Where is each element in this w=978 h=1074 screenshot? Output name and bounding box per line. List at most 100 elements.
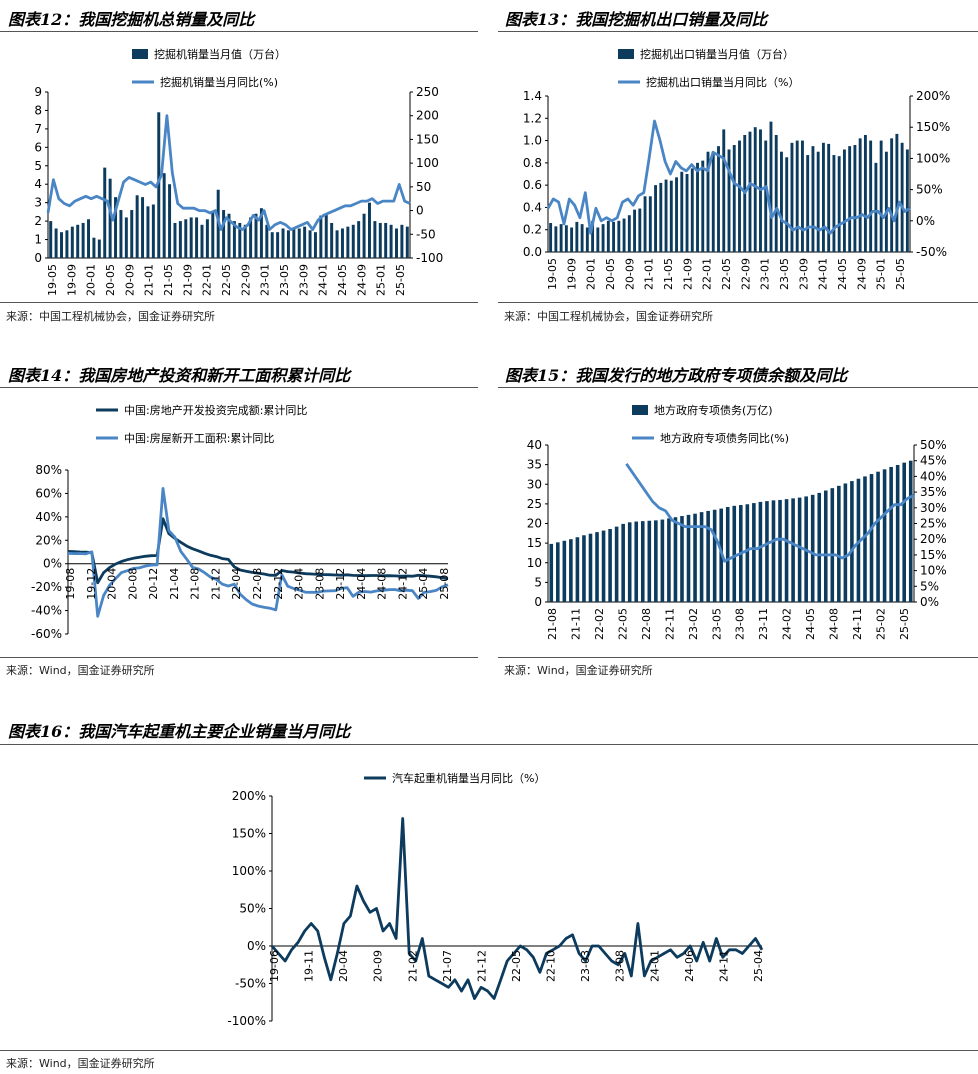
chart15-bar-9 xyxy=(608,528,612,602)
chart13-bar-39 xyxy=(753,127,757,252)
chart15-legend-label-0: 地方政府专项债务(万亿) xyxy=(654,403,773,417)
chart12-legend-label-1: 挖掘机销量当月同比(%) xyxy=(160,75,278,89)
chart14-y-tick-4: 20% xyxy=(35,533,62,547)
chart15-bar-53 xyxy=(895,465,900,602)
chart14-y-tick-6: 60% xyxy=(35,486,62,500)
chart12-bar-10 xyxy=(103,167,107,258)
chart16-y-tick-2: 0% xyxy=(247,939,266,953)
chart-15-bottom-rule xyxy=(498,657,978,658)
chart15-bar-38 xyxy=(797,497,802,602)
chart15-bar-22 xyxy=(693,513,697,602)
chart12-x-tick-12: 23-05 xyxy=(278,264,291,296)
chart15-bar-12 xyxy=(627,522,632,602)
chart13-bar-29 xyxy=(701,160,705,252)
chart15-bar-43 xyxy=(830,488,835,602)
chart12-bar-3 xyxy=(65,230,69,258)
chart12-bar-40 xyxy=(265,224,269,258)
chart12-x-tick-14: 24-01 xyxy=(317,264,330,296)
chart16-y-tick-3: 50% xyxy=(239,902,266,916)
chart15-bar-19 xyxy=(673,517,678,602)
chart13-bar-5 xyxy=(575,221,579,252)
chart12-bar-53 xyxy=(335,230,339,258)
chart12-bar-15 xyxy=(130,210,134,258)
chart-12-bottom-rule xyxy=(0,302,478,303)
chart12-x-tick-3: 20-05 xyxy=(104,264,117,296)
chart13-bar-55 xyxy=(837,156,841,252)
chart13-bar-60 xyxy=(863,135,867,252)
chart13-bar-13 xyxy=(617,220,621,252)
chart12-x-tick-11: 23-01 xyxy=(259,264,272,296)
chart13-bar-51 xyxy=(816,151,820,252)
chart16-x-tick-11: 24-01 xyxy=(648,950,661,982)
chart16-x-tick-8: 22-10 xyxy=(545,950,558,982)
chart13-x-tick-11: 23-01 xyxy=(759,258,772,290)
chart16-y-tick-5: 150% xyxy=(232,827,266,841)
chart-12-source: 来源：中国工程机械协会，国金证券研究所 xyxy=(6,310,215,323)
chart14-x-tick-6: 21-08 xyxy=(189,568,202,600)
chart14-series-line-1 xyxy=(67,486,449,618)
chart13-bar-34 xyxy=(727,149,731,252)
chart14-x-tick-15: 24-08 xyxy=(376,568,389,600)
chart12-bar-36 xyxy=(243,224,247,258)
chart13-bar-64 xyxy=(884,151,888,252)
chart15-y-right-tick-1: 5% xyxy=(920,579,939,593)
chart12-bar-35 xyxy=(238,222,242,258)
chart13-y-right-tick-4: 150% xyxy=(916,120,950,134)
chart15-bar-20 xyxy=(680,516,684,602)
chart12-y-left-tick-6: 6 xyxy=(34,140,42,154)
chart15-y-left-tick-3: 15 xyxy=(527,536,542,550)
chart13-y-left-tick-5: 1.0 xyxy=(523,134,542,148)
chart12-bar-62 xyxy=(384,222,388,258)
chart12-bar-11 xyxy=(108,178,112,258)
chart12-bar-49 xyxy=(313,232,317,258)
chart-13-top-rule xyxy=(498,31,978,32)
chart13-bar-61 xyxy=(869,140,873,252)
chart14-x-tick-11: 23-04 xyxy=(293,568,306,600)
chart13-bar-43 xyxy=(774,135,778,252)
chart12-bar-13 xyxy=(119,210,123,258)
chart15-bar-45 xyxy=(843,483,848,602)
chart15-bar-40 xyxy=(810,494,815,602)
chart13-bar-63 xyxy=(879,140,883,252)
chart13-bar-50 xyxy=(811,146,815,252)
chart16-x-tick-0: 19-06 xyxy=(268,950,281,982)
chart12-y-left-tick-7: 7 xyxy=(34,122,42,136)
chart12-legend-swatch-0 xyxy=(132,49,148,59)
chart12-y-left-tick-9: 9 xyxy=(34,85,42,99)
chart12-bar-28 xyxy=(200,224,204,258)
chart15-bar-54 xyxy=(902,462,906,602)
chart14-x-tick-9: 22-08 xyxy=(251,568,264,600)
chart13-y-left-tick-7: 1.4 xyxy=(523,89,542,103)
chart-14-top-rule xyxy=(0,387,478,388)
chart14-x-tick-8: 22-04 xyxy=(230,568,243,600)
chart12-x-tick-10: 22-09 xyxy=(239,264,252,296)
chart15-y-right-tick-4: 20% xyxy=(920,532,947,546)
chart15-bar-31 xyxy=(752,503,756,602)
chart13-bar-1 xyxy=(554,226,558,252)
chart15-x-tick-9: 23-11 xyxy=(757,608,770,640)
chart12-y-right-tick-6: 200 xyxy=(416,109,439,123)
chart13-y-left-tick-4: 0.8 xyxy=(523,156,542,170)
chart15-bar-23 xyxy=(699,512,704,602)
chart15: 0 5 10 15 20 25 30 35 40 0% 5%10% 15% 20%25% 30% 35% 40… xyxy=(527,403,947,640)
chart13-y-right-tick-0: -50% xyxy=(916,245,947,259)
chart13-y-left-tick-6: 1.2 xyxy=(523,111,542,125)
chart15-x-tick-5: 22-11 xyxy=(663,608,676,640)
chart13-x-tick-17: 25-01 xyxy=(875,258,888,290)
chart13-bar-8 xyxy=(591,220,595,252)
chart15-y-right-tick-0: 0% xyxy=(920,595,939,609)
chart13-x-tick-7: 21-09 xyxy=(681,258,694,290)
chart15-y-right-tick-8: 40% xyxy=(920,469,947,483)
chart12-bar-33 xyxy=(227,213,231,258)
chart13-bar-20 xyxy=(654,185,657,252)
chart16-x-tick-5: 21-07 xyxy=(441,950,454,982)
chart12-x-tick-2: 20-01 xyxy=(85,264,98,296)
chart13-bar-53 xyxy=(827,143,831,252)
chart16-x-tick-1: 19-11 xyxy=(303,950,316,982)
chart13-bar-18 xyxy=(643,196,647,252)
chart13-bar-66 xyxy=(895,133,899,252)
chart12-bar-16 xyxy=(135,195,139,258)
chart12-y-left-tick-0: 0 xyxy=(34,251,42,265)
chart13-x-tick-6: 21-05 xyxy=(662,258,675,290)
chart15-y-left-tick-6: 30 xyxy=(527,477,542,491)
